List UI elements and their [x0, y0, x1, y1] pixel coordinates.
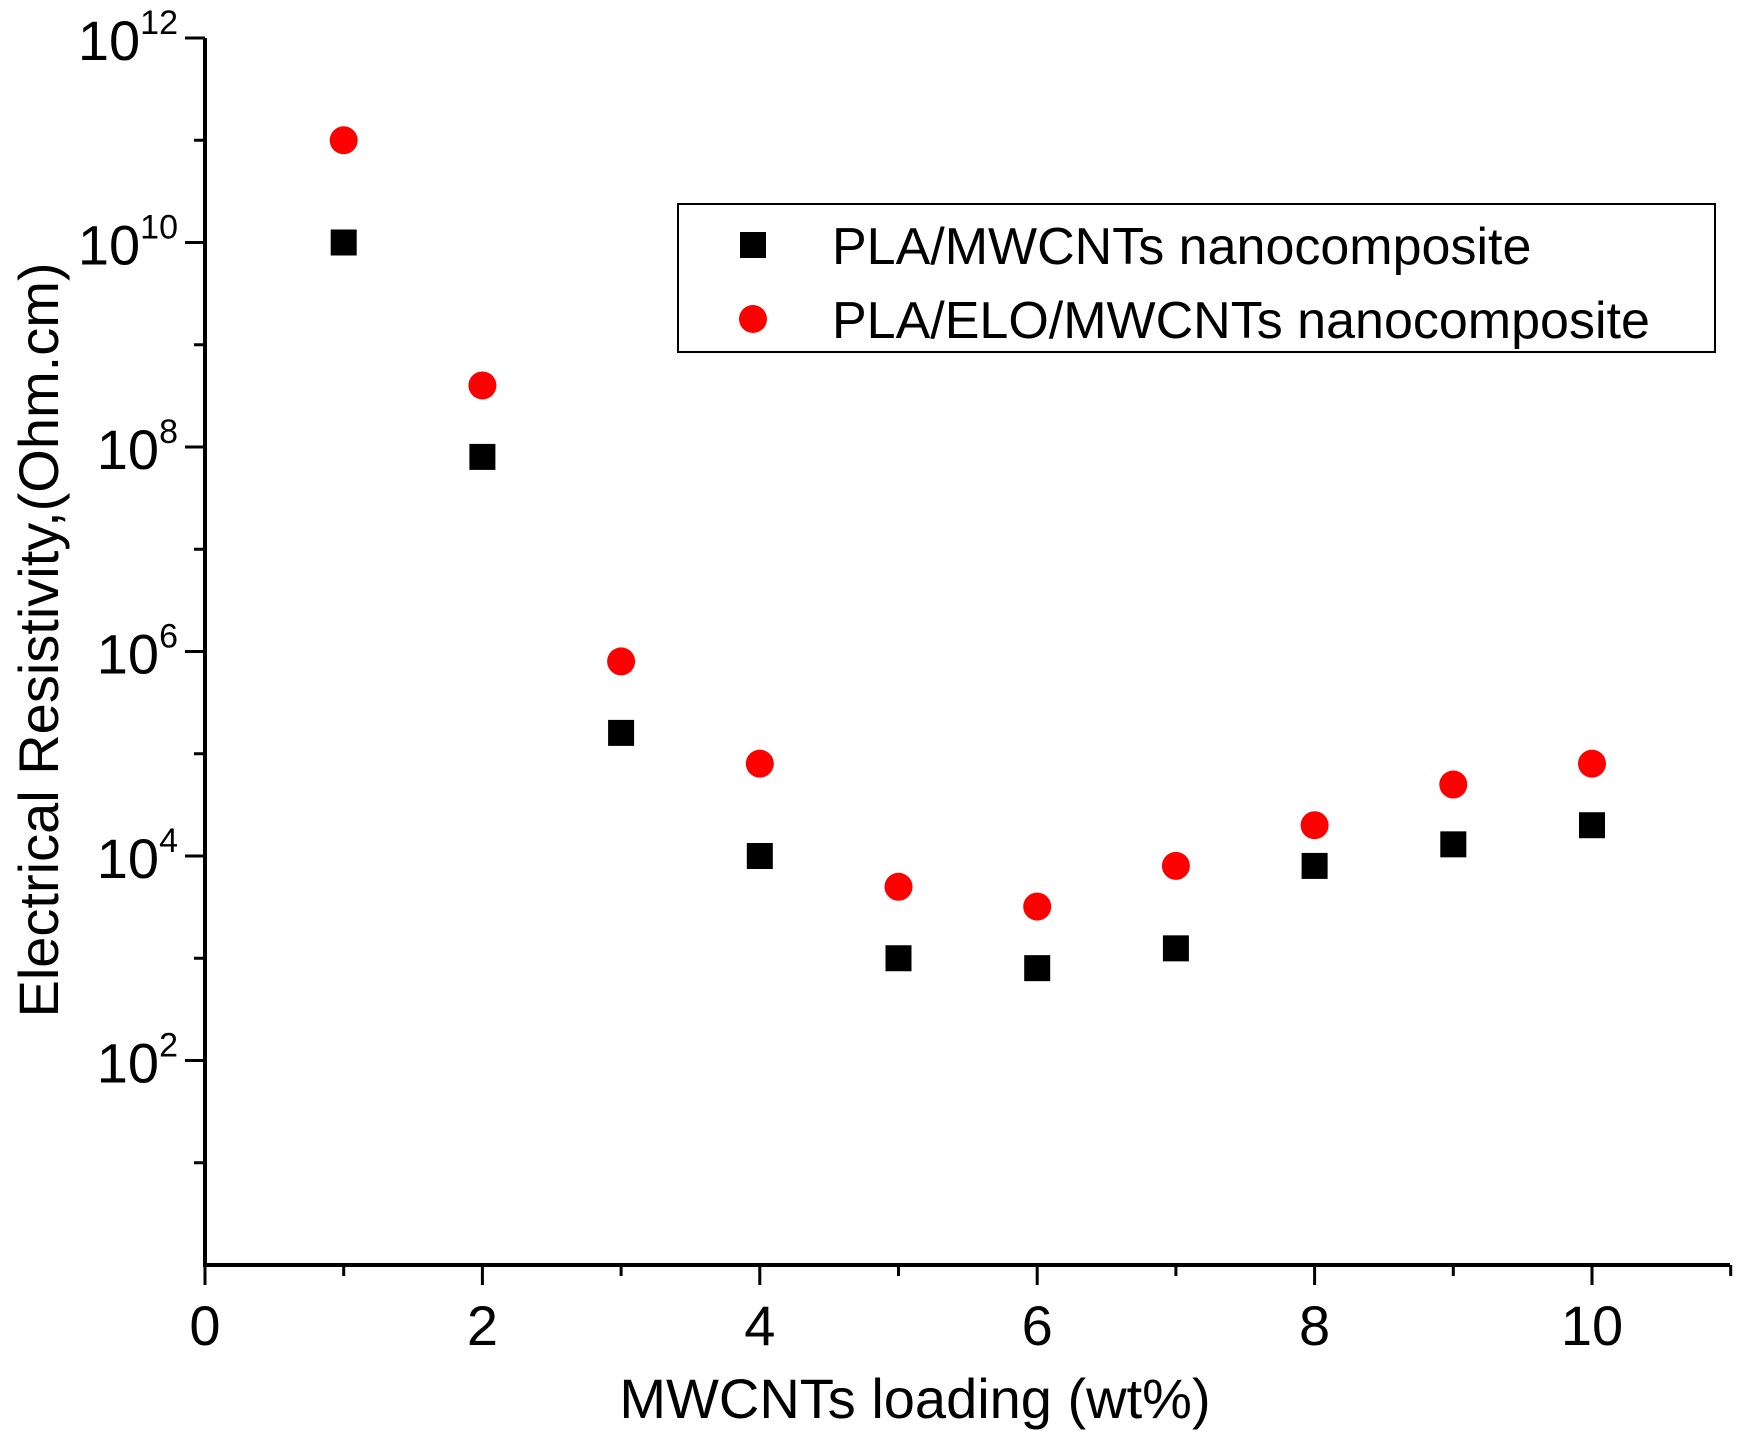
x-tick-label: 0: [189, 1294, 220, 1357]
legend-box: [677, 203, 1716, 353]
pla-mwcnts-point: [469, 443, 496, 470]
pla-mwcnts-point: [1162, 935, 1189, 962]
y-tick-label: 1012: [78, 4, 178, 72]
data-points: [329, 126, 1606, 982]
legend-marker-circle: [739, 305, 767, 333]
legend-label-pla-mwcnts: PLA/MWCNTs nanocomposite: [832, 218, 1531, 276]
legend: PLA/MWCNTs nanocomposite PLA/ELO/MWCNTs …: [677, 203, 1716, 353]
x-tick-label: 4: [744, 1294, 775, 1357]
pla-elo-mwcnts-point: [468, 371, 497, 400]
pla-elo-mwcnts-point: [1161, 851, 1190, 880]
pla-mwcnts-point: [1024, 955, 1051, 982]
pla-elo-mwcnts-point: [607, 647, 636, 676]
y-tick-label: 108: [97, 413, 178, 481]
legend-marker-square: [740, 232, 766, 258]
pla-mwcnts-point: [1579, 812, 1605, 839]
y-tick-label: 102: [97, 1027, 178, 1095]
pla-mwcnts-point: [330, 229, 357, 256]
pla-mwcnts-point: [746, 843, 773, 869]
pla-mwcnts-point: [1301, 852, 1328, 879]
y-tick-label: 106: [97, 618, 178, 686]
legend-label-pla-elo-mwcnts: PLA/ELO/MWCNTs nanocomposite: [832, 292, 1650, 350]
pla-elo-mwcnts-point: [1578, 749, 1606, 778]
pla-mwcnts-point: [1440, 831, 1467, 858]
pla-elo-mwcnts-point: [1300, 811, 1329, 840]
x-axis-title: MWCNTs loading (wt%): [619, 1367, 1210, 1430]
pla-mwcnts-point: [608, 719, 635, 746]
axes: 0 2 4 6 8 10 102 104 106 108 1010 1012: [78, 4, 1733, 1357]
y-tick-label: 1010: [78, 209, 178, 277]
pla-elo-mwcnts-point: [884, 872, 913, 901]
y-ticks: 102 104 106 108 1010 1012: [78, 4, 205, 1165]
y-axis-title: Electrical Resistivity,(Ohm.cm): [7, 262, 70, 1017]
x-tick-label: 8: [1299, 1294, 1330, 1357]
pla-elo-mwcnts-point: [1023, 892, 1052, 921]
x-tick-label: 6: [1022, 1294, 1053, 1357]
y-tick-label: 104: [97, 822, 178, 890]
x-ticks: 0 2 4 6 8 10: [189, 1265, 1733, 1357]
pla-elo-mwcnts-point: [1439, 770, 1468, 799]
pla-elo-mwcnts-point: [329, 126, 358, 155]
pla-elo-mwcnts-point: [745, 749, 774, 778]
x-tick-label: 10: [1561, 1294, 1623, 1357]
pla-mwcnts-point: [885, 945, 912, 972]
x-tick-label: 2: [467, 1294, 498, 1357]
